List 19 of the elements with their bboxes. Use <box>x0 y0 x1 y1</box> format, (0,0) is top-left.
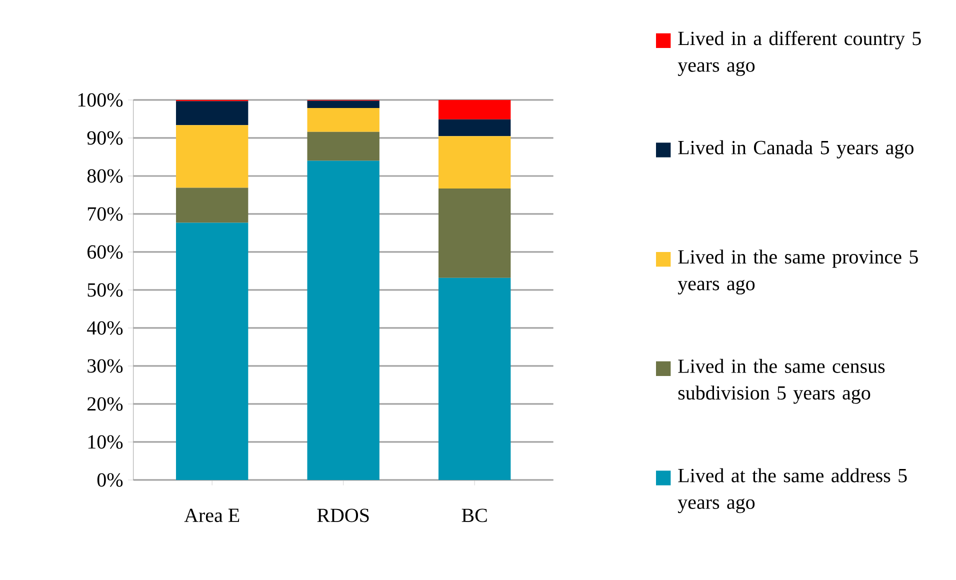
y-tick-label: 80% <box>87 169 123 183</box>
y-tick-label: 70% <box>88 207 123 221</box>
y-tick-label: 60% <box>87 245 123 259</box>
legend-label: Lived in Canada 5 years ago <box>678 140 914 158</box>
y-tick-label: 90% <box>87 131 123 145</box>
x-tick-label: RDOS <box>317 508 369 522</box>
x-tick-label: BC <box>462 508 487 522</box>
y-tick-label: 100% <box>78 93 123 107</box>
y-tick-label: 40% <box>87 321 123 335</box>
legend-label: Lived in the same province 5 years ago <box>678 250 918 294</box>
y-tick-label: 0% <box>97 473 123 487</box>
y-tick-label: 10% <box>88 435 123 449</box>
x-tick-label: Area E <box>184 508 240 522</box>
legend-label: Lived at the same address 5 years ago <box>678 468 907 514</box>
y-tick-label: 50% <box>88 283 123 297</box>
legend-label: Lived in the same census subdivision 5 years ago <box>678 358 885 404</box>
legend-label: Lived in a different country 5 years ago <box>678 30 921 76</box>
y-tick-label: 20% <box>88 397 123 411</box>
y-tick-label: 30% <box>88 359 123 373</box>
